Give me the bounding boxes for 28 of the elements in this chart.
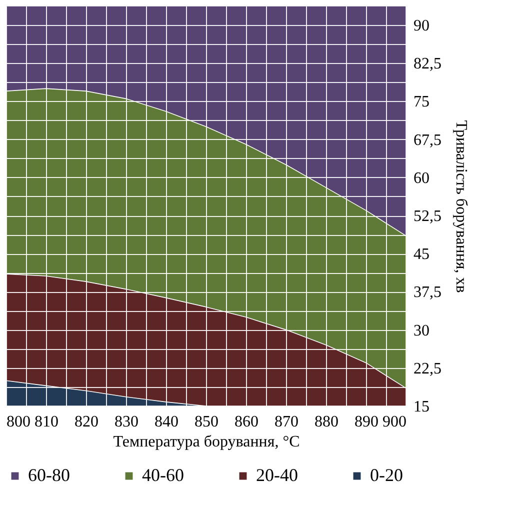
x-tick-label: 820 xyxy=(74,414,98,430)
x-tick-label: 900 xyxy=(382,414,406,430)
y-tick-label: 30 xyxy=(414,322,430,340)
y-tick-label: 22,5 xyxy=(414,360,442,378)
y-tick-label: 75 xyxy=(414,94,430,111)
legend-label: 40-60 xyxy=(142,465,184,485)
x-axis-title: Температура борування, °C xyxy=(113,434,300,450)
y-axis-title: Тривалість борування, хв xyxy=(452,120,470,294)
x-tick-label: 880 xyxy=(314,414,338,430)
x-tick-label: 810 xyxy=(34,414,58,430)
x-tick-label: 840 xyxy=(154,414,178,430)
y-tick-label: 52,5 xyxy=(414,208,442,226)
y-tick-label: 45 xyxy=(414,246,430,264)
x-tick-label: 890 xyxy=(354,414,378,430)
y-tick-label: 60 xyxy=(414,170,430,187)
x-tick-label: 800 xyxy=(6,414,30,430)
y-tick-label: 67,5 xyxy=(414,132,442,149)
legend-label: 0-20 xyxy=(370,465,403,485)
y-tick-label: 82,5 xyxy=(414,56,442,73)
y-tick-label: 15 xyxy=(414,398,430,416)
y-tick-label: 37,5 xyxy=(414,284,442,302)
x-tick-label: 860 xyxy=(234,414,258,430)
x-tick-label: 830 xyxy=(114,414,138,430)
legend-label: 20-40 xyxy=(256,465,298,485)
legend-label: 60-80 xyxy=(28,465,70,485)
y-tick-label: 90 xyxy=(414,18,430,35)
x-tick-label: 850 xyxy=(194,414,218,430)
x-tick-label: 870 xyxy=(274,414,298,430)
